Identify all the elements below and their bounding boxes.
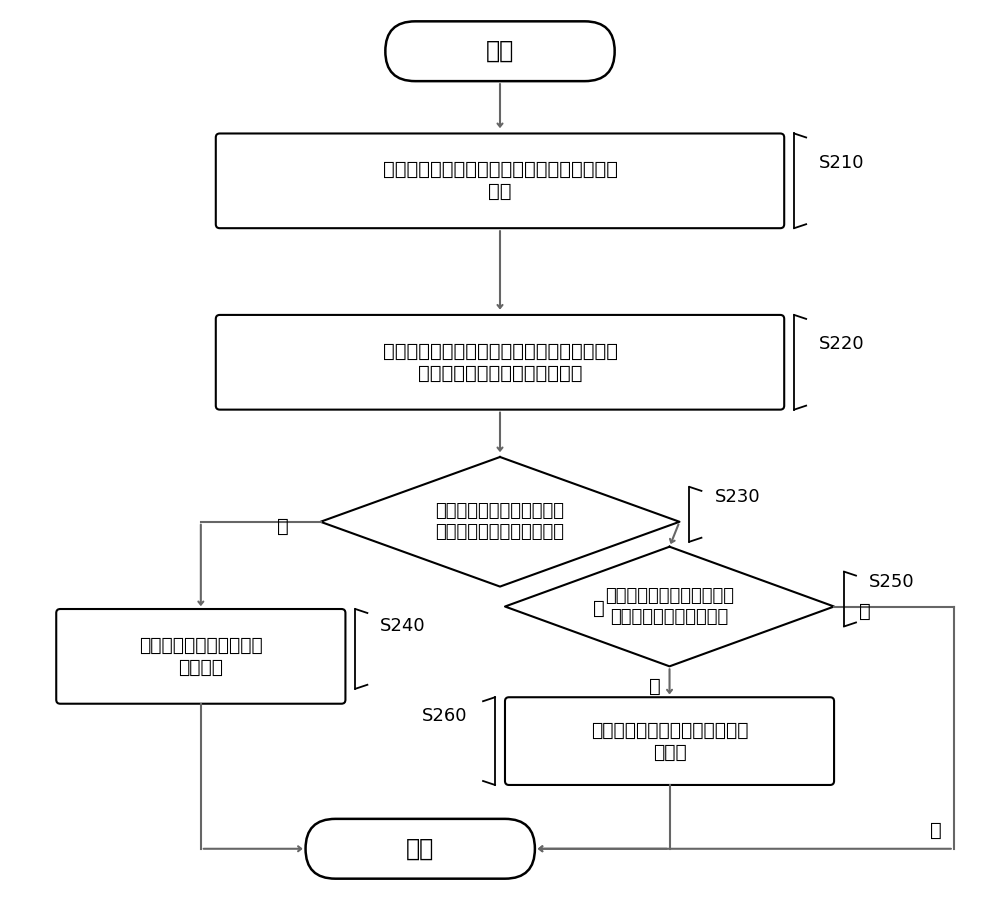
Text: 否: 否 (859, 602, 871, 621)
Text: 是: 是 (277, 517, 289, 537)
Text: S220: S220 (819, 336, 865, 354)
Text: 判断跳转动作属性中是否包
括待跳转的目标页面的类型: 判断跳转动作属性中是否包 括待跳转的目标页面的类型 (436, 502, 564, 541)
Polygon shape (505, 547, 834, 667)
FancyBboxPatch shape (56, 609, 345, 704)
Text: 当检测到展示信息发生跳转触发事件时，获取
与展示信息关联的跳转动作属性: 当检测到展示信息发生跳转触发事件时，获取 与展示信息关联的跳转动作属性 (383, 342, 618, 382)
Text: S210: S210 (819, 154, 865, 172)
FancyBboxPatch shape (216, 133, 784, 228)
Text: S230: S230 (714, 488, 760, 506)
Text: 否: 否 (930, 822, 942, 841)
Text: S250: S250 (869, 573, 915, 591)
Text: S240: S240 (380, 618, 426, 635)
Text: 开始: 开始 (486, 39, 514, 63)
FancyBboxPatch shape (216, 315, 784, 410)
Text: 根据所述类型跳转到所述
目标页面: 根据所述类型跳转到所述 目标页面 (139, 636, 263, 676)
Text: 接收来自服务器的关联有跳转动作属性的展示
信息: 接收来自服务器的关联有跳转动作属性的展示 信息 (383, 161, 618, 201)
Text: 否: 否 (593, 599, 605, 618)
Text: 根据功能接口信息调用相应的功
能接口: 根据功能接口信息调用相应的功 能接口 (591, 721, 748, 761)
FancyBboxPatch shape (306, 819, 535, 879)
Text: 判断跳转动作属性中是否包
括待跳转的功能接口信息: 判断跳转动作属性中是否包 括待跳转的功能接口信息 (605, 587, 734, 626)
Polygon shape (321, 457, 680, 586)
Text: 结束: 结束 (406, 837, 434, 861)
FancyBboxPatch shape (385, 22, 615, 81)
Text: S260: S260 (422, 707, 467, 725)
FancyBboxPatch shape (505, 697, 834, 785)
Text: 是: 是 (649, 676, 660, 695)
